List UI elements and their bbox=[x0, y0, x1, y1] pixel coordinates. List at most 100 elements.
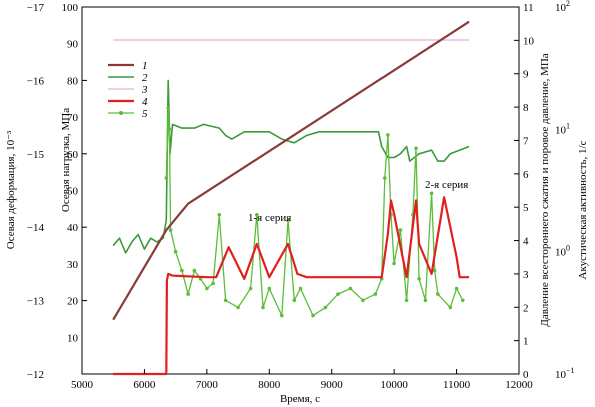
annotation-series-2: 2-я серия bbox=[425, 179, 468, 191]
load-axis-label: Осевая нагрузка, МПа bbox=[60, 108, 72, 212]
load-tick-label: 60 bbox=[67, 149, 79, 161]
load-tick-label: 80 bbox=[67, 75, 79, 87]
x-tick-label: 11000 bbox=[443, 379, 471, 391]
legend-label-2: 2 bbox=[142, 72, 148, 84]
series-group bbox=[112, 20, 470, 376]
series-5-point bbox=[336, 292, 340, 296]
series-5-point bbox=[454, 286, 459, 291]
series-5-point bbox=[166, 106, 170, 110]
series-5-point bbox=[414, 146, 418, 151]
x-tick-label: 6000 bbox=[133, 379, 156, 391]
pressure-tick-label: 0 bbox=[523, 369, 529, 381]
series-5-point bbox=[404, 298, 409, 303]
annotation-series-1: 1-я серия bbox=[248, 212, 291, 224]
load-tick-label: 100 bbox=[62, 2, 79, 14]
pressure-tick-label: 3 bbox=[523, 269, 529, 281]
pressure-tick-label: 10 bbox=[523, 35, 535, 47]
series-5-line bbox=[165, 107, 464, 317]
x-axis-ticks: 5000 6000 7000 8000 9000 10000 11000 12000 bbox=[71, 369, 533, 391]
activity-axis: 10−1 100 101 102 bbox=[555, 0, 575, 381]
series-5-point bbox=[448, 305, 453, 310]
x-tick-label: 7000 bbox=[196, 379, 219, 391]
pressure-tick-label: 6 bbox=[523, 169, 529, 181]
pressure-tick-label: 4 bbox=[523, 236, 529, 248]
series-5-point bbox=[298, 286, 303, 291]
legend-label-3: 3 bbox=[141, 84, 148, 96]
x-tick-label: 9000 bbox=[321, 379, 344, 391]
series-5-point bbox=[248, 286, 253, 291]
legend-label-5: 5 bbox=[142, 108, 148, 120]
pressure-tick-label: 9 bbox=[523, 69, 529, 81]
strain-axis: −12 −13 −14 −15 −16 −17 bbox=[27, 2, 87, 381]
activity-tick-label: 10−1 bbox=[555, 366, 575, 381]
series-5-point bbox=[217, 213, 222, 217]
pressure-tick-label: 2 bbox=[523, 302, 529, 314]
legend-label-4: 4 bbox=[142, 96, 148, 108]
series-5-point bbox=[164, 176, 169, 180]
series-5-point bbox=[461, 298, 465, 303]
activity-tick-label: 101 bbox=[555, 121, 570, 136]
plot-frame bbox=[81, 6, 520, 375]
load-tick-label: 20 bbox=[67, 296, 79, 308]
series-5-point bbox=[423, 298, 428, 303]
series-5-point bbox=[236, 305, 240, 310]
series-5-point bbox=[417, 277, 421, 281]
strain-tick-label: −12 bbox=[27, 369, 44, 381]
x-tick-label: 10000 bbox=[380, 379, 408, 391]
load-tick-label: 90 bbox=[67, 39, 79, 51]
strain-tick-label: −13 bbox=[27, 296, 45, 308]
series-5-point bbox=[311, 313, 315, 318]
series-5-point bbox=[392, 261, 396, 266]
load-axis: 10 20 30 40 50 60 70 80 90 100 bbox=[62, 2, 79, 344]
series-5-point bbox=[267, 286, 272, 291]
strain-tick-label: −16 bbox=[27, 75, 45, 87]
series-5-point bbox=[167, 127, 172, 132]
x-axis-label: Время, с bbox=[280, 393, 320, 405]
series-5-point bbox=[286, 218, 290, 223]
load-tick-label: 50 bbox=[67, 186, 79, 198]
activity-axis-label: Акустическая активность, 1/с bbox=[577, 140, 589, 279]
series-5-point bbox=[386, 133, 390, 137]
series-5-point bbox=[211, 281, 215, 286]
strain-tick-label: −14 bbox=[27, 222, 45, 234]
series-5-point bbox=[373, 292, 378, 296]
series-5-point bbox=[361, 298, 365, 303]
x-tick-label: 8000 bbox=[258, 379, 281, 391]
series-5-point bbox=[173, 249, 178, 254]
pressure-axis-label: Давление всестороннего сжатия и поровое … bbox=[539, 53, 551, 326]
series-5-point bbox=[323, 305, 328, 310]
series-5-point bbox=[254, 213, 259, 217]
activity-tick-label: 102 bbox=[555, 0, 570, 14]
series-5-point bbox=[398, 228, 403, 232]
series-5-point bbox=[383, 176, 387, 180]
strain-axis-label: Осевая деформация, 10⁻³ bbox=[5, 130, 17, 249]
series-5-point bbox=[292, 298, 297, 303]
series-5-point bbox=[261, 305, 265, 310]
load-tick-label: 10 bbox=[67, 332, 79, 344]
series-5-point bbox=[348, 286, 353, 291]
strain-tick-label: −15 bbox=[27, 149, 45, 161]
pressure-tick-label: 8 bbox=[523, 102, 529, 114]
series-1-line bbox=[112, 20, 470, 321]
load-tick-label: 70 bbox=[67, 112, 79, 124]
pressure-tick-label: 1 bbox=[523, 336, 529, 348]
series-4-line bbox=[113, 196, 470, 376]
pressure-tick-label: 5 bbox=[523, 202, 529, 214]
legend-label-1: 1 bbox=[142, 60, 148, 72]
activity-tick-label: 100 bbox=[555, 244, 570, 259]
series-5-point bbox=[436, 292, 440, 296]
series-5-point bbox=[223, 298, 228, 303]
x-tick-label: 12000 bbox=[505, 379, 533, 391]
series-5-point bbox=[186, 292, 190, 296]
series-5-point bbox=[429, 191, 434, 196]
strain-tick-label: −17 bbox=[27, 2, 45, 14]
pressure-tick-label: 7 bbox=[523, 135, 529, 147]
series-5-point bbox=[192, 268, 197, 273]
series-5-point bbox=[168, 228, 173, 232]
series-5-point bbox=[180, 268, 184, 273]
load-tick-label: 30 bbox=[67, 259, 79, 271]
pressure-tick-label: 11 bbox=[523, 2, 534, 14]
series-5-point bbox=[205, 286, 209, 291]
